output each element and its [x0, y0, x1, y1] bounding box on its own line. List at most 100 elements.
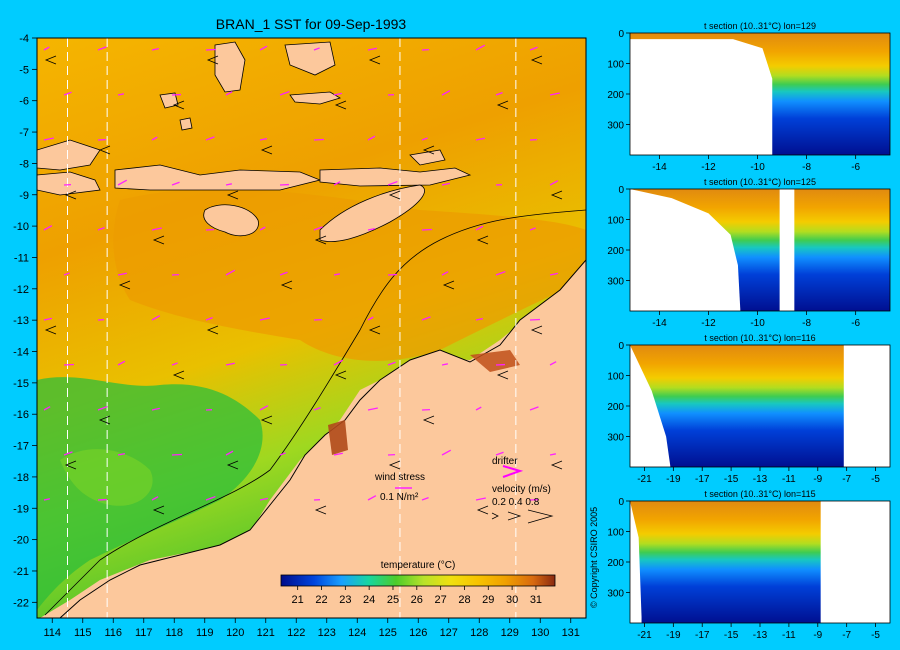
current-arrow — [368, 55, 381, 65]
section-y-tick-label: 300 — [607, 589, 624, 600]
section-y-tick-label: 200 — [607, 402, 624, 413]
map-y-tick-label: -14 — [13, 347, 29, 359]
section-x-tick-label: -17 — [695, 630, 710, 641]
wind-vector — [421, 316, 431, 321]
current-arrow — [496, 100, 509, 110]
wind-vector — [441, 182, 450, 186]
map-x-tick-label: 125 — [379, 627, 397, 639]
wind-vector — [441, 271, 449, 276]
section-x-tick-label: -7 — [842, 630, 851, 641]
section-y-tick-label: 100 — [607, 216, 624, 227]
section-title: t section (10..31°C) lon=116 — [704, 333, 815, 343]
hot-spot-bay — [328, 420, 348, 455]
wind-vector — [421, 137, 428, 141]
wind-vector — [367, 47, 377, 51]
seafloor-mask — [630, 501, 642, 623]
section-field — [630, 501, 890, 623]
no-data-gap — [820, 501, 890, 623]
wind-vector — [549, 272, 558, 276]
wind-vector — [367, 227, 375, 231]
wind-vector — [117, 272, 127, 276]
section-x-tick-label: -19 — [666, 474, 681, 485]
wind-vector — [549, 453, 557, 456]
map-y-tick-label: -22 — [13, 597, 29, 609]
section-y-tick-label: 200 — [607, 558, 624, 569]
wind-vector — [549, 92, 560, 96]
section-x-tick-label: -7 — [842, 474, 851, 485]
map-x-tick-label: 116 — [104, 627, 122, 639]
map-title: BRAN_1 SST for 09-Sep-1993 — [216, 16, 407, 32]
wind-vector — [43, 46, 50, 51]
current-arrow — [206, 325, 219, 335]
wind-vector — [43, 406, 51, 411]
map-y-tick-label: -12 — [13, 284, 29, 296]
section-x-tick-label: -10 — [750, 162, 765, 173]
section-y-tick-label: 100 — [607, 60, 624, 71]
wind-vector — [549, 180, 559, 186]
hot-spot-coast — [470, 350, 520, 372]
wind-vector — [117, 452, 125, 456]
section-lines — [67, 38, 517, 618]
map-x-tick-label: 123 — [318, 627, 336, 639]
wind-vector — [259, 45, 268, 51]
wind-vector — [333, 273, 341, 276]
sst-map: BRAN_1 SST for 09-Sep-1993 — [13, 16, 587, 639]
wind-vector — [225, 91, 233, 96]
wind-vector — [475, 406, 482, 411]
current-arrow — [280, 280, 293, 290]
section-x-tick-label: -9 — [813, 474, 822, 485]
current-arrow — [152, 235, 165, 245]
map-y-tick-label: -5 — [19, 64, 29, 76]
current-arrow — [172, 370, 185, 380]
section-panel-1: t section (10..31°C) lon=129 -14 -12 -10 -8 -… — [607, 21, 891, 173]
current-arrow — [388, 190, 401, 200]
map-y-tick-label: -7 — [19, 127, 29, 139]
section-y-tick-label: 300 — [607, 277, 624, 288]
colorbar-tick-label: 23 — [339, 594, 351, 606]
wind-vector — [549, 361, 557, 366]
colorbar-label: temperature (°C) — [381, 560, 456, 571]
current-arrow — [64, 190, 77, 200]
wind-vector — [43, 225, 53, 231]
wind-vector — [225, 362, 235, 366]
colorbar-tick-label: 29 — [482, 594, 494, 606]
seafloor-mask — [630, 345, 671, 467]
map-x-tick-label: 118 — [165, 627, 183, 639]
wind-stress-scale: 0.1 N/m² — [380, 492, 419, 503]
current-arrow — [226, 190, 239, 200]
current-arrow — [530, 325, 543, 335]
wind-vector — [475, 225, 484, 231]
current-arrow — [44, 325, 57, 335]
wind-vector — [529, 227, 536, 231]
section-field — [630, 33, 890, 155]
section-x-tick-label: -12 — [701, 162, 716, 173]
section-x-tick-label: -14 — [652, 318, 667, 329]
colorbar-tick-label: 30 — [506, 594, 518, 606]
wind-vector — [333, 181, 341, 186]
wind-vector — [441, 90, 451, 96]
map-x-tick-label: 126 — [409, 627, 427, 639]
section-y-tick-label: 300 — [607, 121, 624, 132]
map-x-tick-label: 121 — [257, 627, 275, 639]
colorbar-tick-label: 21 — [292, 594, 304, 606]
current-arrow — [206, 55, 219, 65]
no-data-gap — [843, 345, 890, 467]
map-y-tick-label: -16 — [13, 409, 29, 421]
eddy-swirl — [60, 449, 153, 506]
section-x-tick-label: -11 — [782, 474, 796, 485]
wind-vector — [529, 46, 538, 51]
wind-vector — [63, 451, 73, 456]
map-frame — [36, 37, 587, 619]
section-y-tick-label: 100 — [607, 372, 624, 383]
current-arrow — [172, 100, 185, 110]
wind-vector — [205, 316, 213, 321]
colorbar-tick-label: 28 — [458, 594, 470, 606]
wind-vector — [151, 407, 160, 411]
section-title: t section (10..31°C) lon=129 — [704, 21, 816, 31]
wind-vector — [117, 360, 126, 366]
section-x-tick-label: -15 — [724, 474, 739, 485]
wind-vector — [97, 226, 105, 231]
current-arrow — [476, 235, 489, 245]
wind-vector — [225, 183, 233, 186]
current-arrow — [530, 55, 543, 65]
